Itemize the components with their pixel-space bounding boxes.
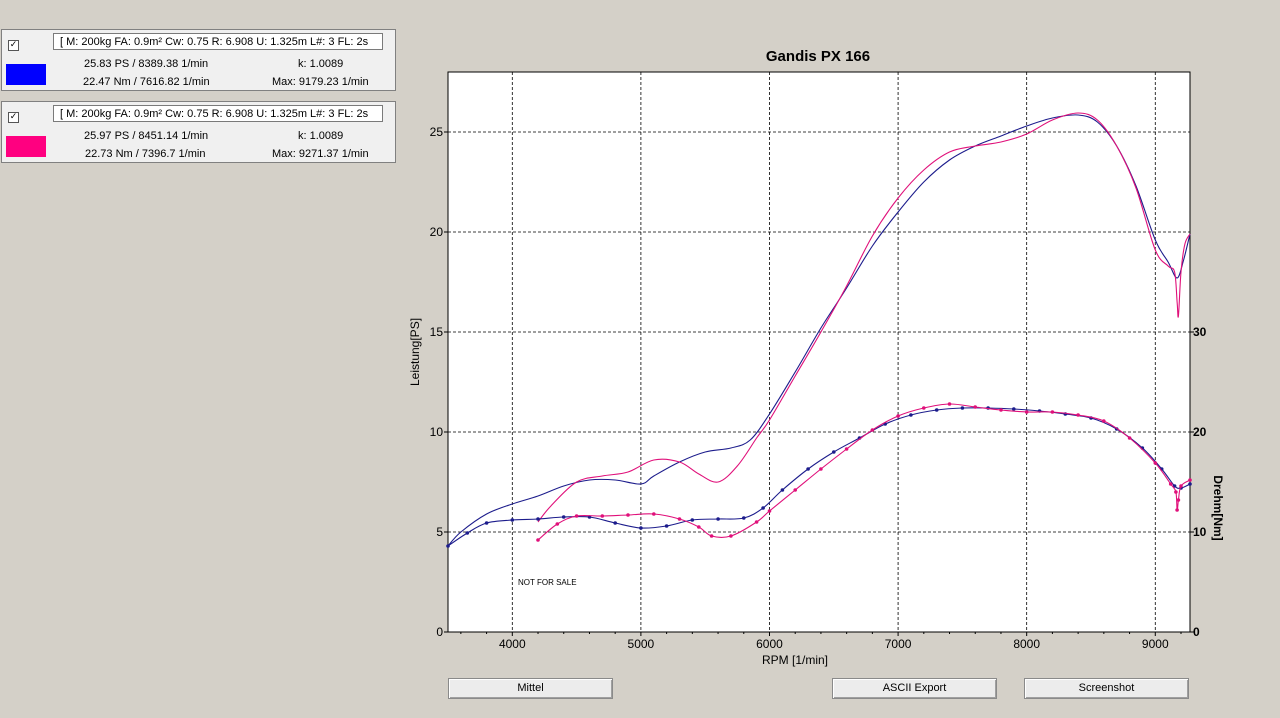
torque-point [960,406,965,410]
run-panel-2: ✓ [ M: 200kg FA: 0.9m² Cw: 0.75 R: 6.908… [1,101,396,163]
torque-point [1050,410,1055,414]
y-tick-label: 5 [436,525,443,539]
torque-point [690,518,695,522]
x-tick-label: 9000 [1142,637,1169,651]
y-tick-label: 10 [430,425,444,439]
x-tick-label: 8000 [1013,637,1040,651]
torque-point [870,428,875,432]
y2-axis-label: Drehm[Nm] [1211,475,1225,540]
torque-point [844,447,849,451]
torque-point [780,488,785,492]
torque-point [716,517,720,521]
torque-point [1188,482,1192,486]
torque-point [652,512,656,516]
x-tick-label: 5000 [628,637,655,651]
torque-point [761,506,765,510]
run-panel-1: ✓ [ M: 200kg FA: 0.9m² Cw: 0.75 R: 6.908… [1,29,396,91]
torque-point [536,517,540,521]
y2-tick-label: 10 [1193,525,1207,539]
torque-point [446,544,450,548]
torque-point [742,516,746,520]
run-2-max-rpm: Max: 9271.37 1/min [272,148,369,160]
torque-point [536,538,540,542]
torque-point [600,514,605,518]
torque-point [639,526,643,530]
torque-point [1102,419,1106,423]
ascii-export-button[interactable]: ASCII Export [832,678,997,699]
torque-point [896,414,900,418]
mittel-button[interactable]: Mittel [448,678,613,699]
torque-point [465,531,470,535]
x-axis-label: RPM [1/min] [762,653,828,667]
torque-point [1024,410,1029,414]
torque-point [1188,478,1192,482]
run-1-params-field[interactable]: [ M: 200kg FA: 0.9m² Cw: 0.75 R: 6.908 U… [53,33,383,50]
run-2-power-peak: 25.97 PS / 8451.14 1/min [84,130,209,142]
plot-area [447,71,1191,633]
run-2-k-value: k: 1.0089 [298,130,344,142]
torque-point [793,488,797,492]
torque-point [999,408,1003,412]
torque-point [697,525,701,529]
run-1-max-rpm: Max: 9179.23 1/min [272,76,369,88]
torque-point [1174,490,1178,494]
torque-point [922,406,926,410]
run-1-power-peak: 25.83 PS / 8389.38 1/min [84,58,209,70]
run-2-params-field[interactable]: [ M: 200kg FA: 0.9m² Cw: 0.75 R: 6.908 U… [53,105,383,122]
torque-point [664,524,669,528]
power-curve-1 [537,112,1191,523]
torque-point [613,521,617,525]
x-tick-label: 6000 [756,637,783,651]
torque-point [626,513,630,517]
curves [446,112,1192,548]
ticks: 4000 5000 6000 7000 8000 9000 0 5 10 15 20 25 0 10 20 3… [430,125,1207,651]
run-1-k-value: k: 1.0089 [298,58,344,70]
y2-tick-label: 20 [1193,425,1207,439]
torque-point [729,534,733,538]
torque-point [973,405,977,409]
torque-point [1127,436,1132,440]
torque-point [1179,484,1183,488]
y2-tick-label: 0 [1193,625,1200,639]
torque-point [555,522,560,526]
torque-point [1153,461,1158,465]
x-tick-label: 4000 [499,637,526,651]
run-1-color-swatch[interactable] [6,64,46,85]
torque-point [1076,413,1080,417]
torque-point [574,514,579,518]
y-tick-label: 25 [430,125,444,139]
torque-point [510,518,515,522]
run-1-torque-peak: 22.47 Nm / 7616.82 1/min [83,76,210,88]
torque-point [484,521,489,525]
chart-title: Gandis PX 166 [766,48,870,65]
torque-point [754,520,759,524]
torque-point [1176,498,1181,502]
run-1-checkbox[interactable]: ✓ [8,40,19,51]
run-2-torque-peak: 22.73 Nm / 7396.7 1/min [85,148,206,160]
torque-point [677,517,682,521]
y-tick-label: 20 [430,225,444,239]
torque-point [1168,482,1173,486]
torque-point [709,534,714,538]
torque-point [819,467,823,471]
screenshot-button[interactable]: Screenshot [1024,678,1189,699]
torque-point [947,402,952,406]
watermark-note: NOT FOR SALE [518,578,577,587]
torque-point [909,413,913,417]
torque-point [806,467,810,471]
torque-point [1175,508,1179,512]
torque-point [767,509,772,513]
y-tick-label: 0 [436,625,443,639]
torque-point [561,515,566,519]
torque-point [1012,407,1016,411]
y-axis-label: Leistung[PS] [408,318,422,386]
x-tick-label: 7000 [885,637,912,651]
torque-point [832,450,836,454]
y-tick-label: 15 [430,325,444,339]
y2-tick-label: 30 [1193,325,1207,339]
torque-point [934,408,939,412]
run-2-color-swatch[interactable] [6,136,46,157]
run-2-checkbox[interactable]: ✓ [8,112,19,123]
